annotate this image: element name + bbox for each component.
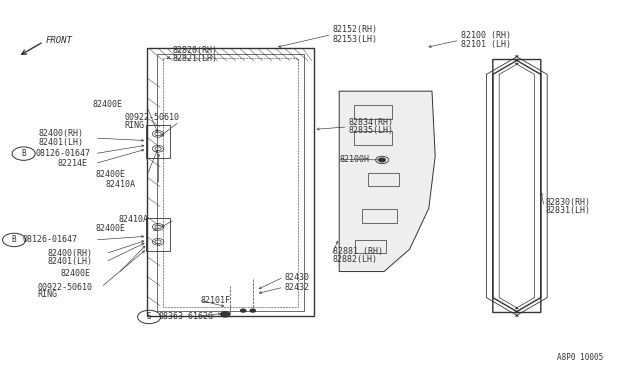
Bar <box>362 209 397 223</box>
Text: 82432: 82432 <box>285 283 310 292</box>
Text: 82835(LH): 82835(LH) <box>349 126 394 135</box>
Text: B: B <box>21 149 26 158</box>
Text: 82430: 82430 <box>285 273 310 282</box>
Bar <box>146 218 170 251</box>
Circle shape <box>241 309 246 312</box>
Polygon shape <box>339 91 435 272</box>
Text: B: B <box>12 235 17 244</box>
Text: 82100H: 82100H <box>339 155 369 164</box>
Text: 82400(RH): 82400(RH) <box>48 249 93 258</box>
Text: 82401(LH): 82401(LH) <box>38 138 83 147</box>
Text: 00922-50610: 00922-50610 <box>125 113 180 122</box>
Text: 08363-6162G: 08363-6162G <box>158 312 213 321</box>
Text: 82101F: 82101F <box>200 296 230 305</box>
Text: 82410A: 82410A <box>106 180 136 189</box>
Text: 82820(RH): 82820(RH) <box>173 46 218 55</box>
Text: 82101 (LH): 82101 (LH) <box>461 40 511 49</box>
Text: 82401(LH): 82401(LH) <box>48 257 93 266</box>
Text: 82400(RH): 82400(RH) <box>38 129 83 138</box>
Text: 82400E: 82400E <box>93 100 123 109</box>
Text: 82882(LH): 82882(LH) <box>333 255 378 264</box>
Circle shape <box>221 312 230 317</box>
Text: 82400E: 82400E <box>96 224 126 233</box>
Text: 82153(LH): 82153(LH) <box>333 35 378 44</box>
Bar <box>368 173 399 186</box>
Text: 82881 (RH): 82881 (RH) <box>333 247 383 256</box>
Text: 08126-01647: 08126-01647 <box>22 235 77 244</box>
Bar <box>355 240 386 253</box>
Text: 82214E: 82214E <box>58 159 88 168</box>
Text: 82100 (RH): 82100 (RH) <box>461 31 511 40</box>
Text: 82834(RH): 82834(RH) <box>349 118 394 127</box>
Text: A8P0 10005: A8P0 10005 <box>557 353 603 362</box>
Circle shape <box>379 158 385 162</box>
Text: 82410A: 82410A <box>118 215 148 224</box>
Text: 82400E: 82400E <box>61 269 91 278</box>
Bar <box>354 131 392 145</box>
Text: RING: RING <box>125 121 145 130</box>
Text: 82831(LH): 82831(LH) <box>545 206 590 215</box>
Text: 82821(LH): 82821(LH) <box>173 54 218 63</box>
Text: S: S <box>147 312 152 321</box>
Bar <box>146 125 170 158</box>
Text: 82830(RH): 82830(RH) <box>545 198 590 207</box>
Text: 08126-01647: 08126-01647 <box>35 149 90 158</box>
Text: FRONT: FRONT <box>46 36 73 45</box>
Text: 00922-50610: 00922-50610 <box>37 283 92 292</box>
Text: 82152(RH): 82152(RH) <box>333 25 378 34</box>
Text: 82400E: 82400E <box>96 170 126 179</box>
Text: RING: RING <box>37 290 57 299</box>
Bar <box>354 105 392 119</box>
Circle shape <box>250 309 255 312</box>
